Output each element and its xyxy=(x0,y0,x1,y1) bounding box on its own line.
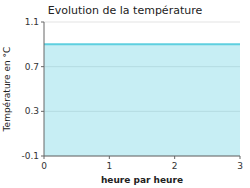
x-tick xyxy=(240,156,241,159)
y-axis xyxy=(44,22,45,156)
x-tick-label: 0 xyxy=(41,161,47,171)
y-axis-label: Température en °C xyxy=(2,47,12,133)
y-tick-label: 1.1 xyxy=(25,17,39,27)
title: Evolution de la température xyxy=(48,4,203,17)
grid-line xyxy=(44,22,240,23)
line xyxy=(44,43,240,45)
x-tick xyxy=(174,156,175,159)
chart-container: -0.1 0.3 0.7 1.1 0 1 2 3 Evolution de la tempéra… xyxy=(0,0,250,188)
grid xyxy=(44,22,240,156)
y-tick xyxy=(41,66,44,67)
x-tick-label: 1 xyxy=(106,161,112,171)
x-axis-label: heure par heure xyxy=(101,175,183,185)
x-tick xyxy=(109,156,110,159)
grid-line xyxy=(44,156,240,157)
y-tick-label: 0.3 xyxy=(25,106,39,116)
x-tick-label: 2 xyxy=(172,161,178,171)
x-tick-label: 3 xyxy=(237,161,243,171)
chart: -0.1 0.3 0.7 1.1 0 1 2 3 Evolution de la tempéra… xyxy=(0,0,250,188)
y-tick-label: 0.7 xyxy=(25,62,39,72)
y-tick xyxy=(41,22,44,23)
x-tick xyxy=(44,156,45,159)
plot-area xyxy=(44,44,240,156)
y-tick-label: -0.1 xyxy=(21,151,39,161)
area xyxy=(44,44,240,156)
x-axis xyxy=(44,156,240,157)
y-tick xyxy=(41,111,44,112)
